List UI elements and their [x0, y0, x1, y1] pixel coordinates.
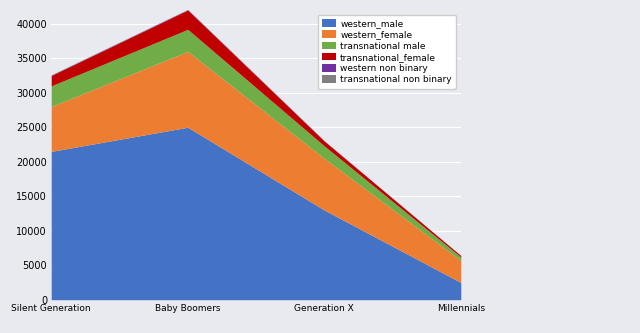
Legend: western_male, western_female, transnational male, transnational_female, western : western_male, western_female, transnatio…	[317, 15, 456, 89]
